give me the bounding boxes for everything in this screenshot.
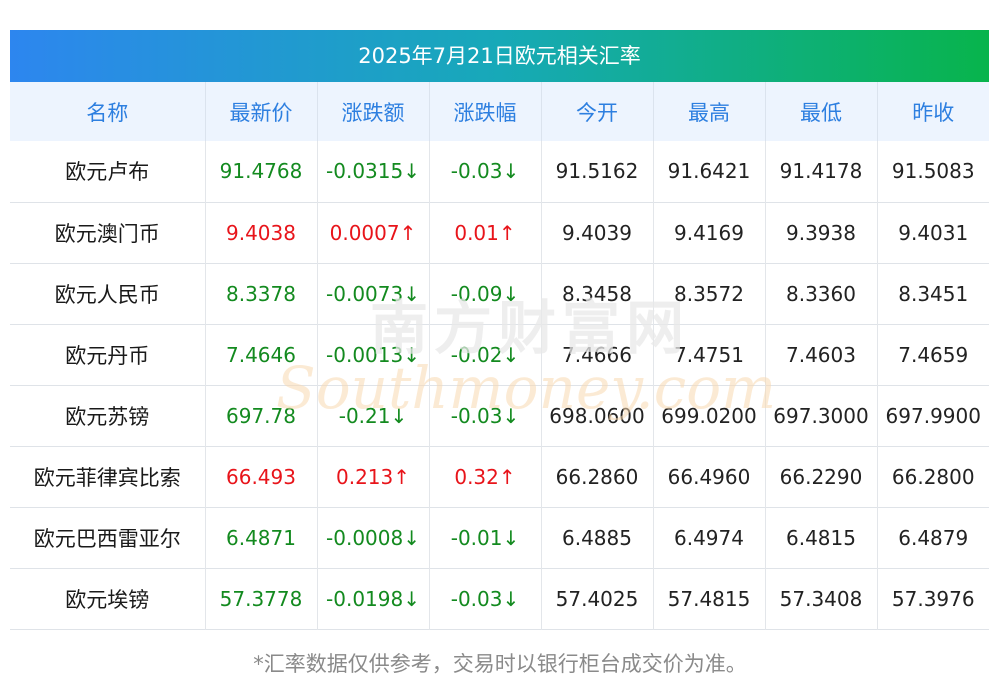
cell-name: 欧元苏镑 (10, 385, 206, 446)
cell-high: 66.4960 (653, 446, 766, 507)
cell-low: 91.4178 (765, 141, 878, 202)
cell-low: 6.4815 (765, 507, 878, 568)
column-header-change-pct: 涨跌幅 (429, 82, 542, 141)
cell-high: 7.4751 (653, 324, 766, 385)
table-row: 欧元巴西雷亚尔 6.4871 -0.0008↓ -0.01↓ 6.4885 6.4974 6… (10, 507, 989, 568)
cell-open: 8.3458 (541, 263, 654, 324)
cell-high: 8.3572 (653, 263, 766, 324)
cell-prev-close: 7.4659 (898, 342, 969, 367)
table-row: 欧元澳门币 9.4038 0.0007↑ 0.01↑ 9.4039 9.4169 9.393… (10, 202, 989, 263)
column-header-name: 名称 (10, 82, 206, 141)
cell-high: 91.6421 (653, 141, 766, 202)
cell-change-pct: -0.02↓ (429, 324, 542, 385)
cell-change-pct: -0.09↓ (429, 263, 542, 324)
cell-name: 欧元巴西雷亚尔 (10, 507, 206, 568)
table-row: 欧元埃镑 57.3778 -0.0198↓ -0.03↓ 57.4025 57.4815 5… (10, 568, 989, 629)
cell-name: 欧元丹币 (10, 324, 206, 385)
cell-low: 8.3360 (765, 263, 878, 324)
cell-high: 699.0200 (653, 385, 766, 446)
column-header-low: 最低 (765, 82, 878, 141)
cell-name: 欧元澳门币 (10, 202, 206, 263)
cell-latest: 66.493 (205, 446, 318, 507)
cell-change: -0.0198↓ (317, 568, 430, 629)
cell-open: 9.4039 (541, 202, 654, 263)
cell-change: -0.21↓ (317, 385, 430, 446)
cell-change-pct: 0.32↑ (429, 446, 542, 507)
column-header-prev-close: 昨收 (912, 100, 955, 125)
cell-low: 66.2290 (765, 446, 878, 507)
column-header-change: 涨跌额 (317, 82, 430, 141)
cell-prev-close: 57.3976 (891, 586, 975, 611)
cell-change: 0.0007↑ (317, 202, 430, 263)
cell-name: 欧元菲律宾比索 (10, 446, 206, 507)
cell-change: -0.0073↓ (317, 263, 430, 324)
cell-latest: 697.78 (205, 385, 318, 446)
cell-high: 6.4974 (653, 507, 766, 568)
cell-open: 57.4025 (541, 568, 654, 629)
column-header-open: 今开 (541, 82, 654, 141)
cell-name: 欧元埃镑 (10, 568, 206, 629)
cell-prev-close: 8.3451 (898, 281, 969, 306)
cell-name: 欧元卢布 (10, 141, 206, 202)
cell-prev-close: 9.4031 (898, 220, 969, 245)
cell-open: 6.4885 (541, 507, 654, 568)
table-row: 欧元苏镑 697.78 -0.21↓ -0.03↓ 698.0600 699.0200 69… (10, 385, 989, 446)
cell-latest: 8.3378 (205, 263, 318, 324)
table-row: 欧元人民币 8.3378 -0.0073↓ -0.09↓ 8.3458 8.3572 8.3… (10, 263, 989, 324)
cell-change-pct: -0.03↓ (429, 141, 542, 202)
cell-open: 7.4666 (541, 324, 654, 385)
cell-change: -0.0013↓ (317, 324, 430, 385)
cell-prev-close: 66.2800 (891, 464, 975, 489)
cell-low: 9.3938 (765, 202, 878, 263)
column-header-latest: 最新价 (205, 82, 318, 141)
cell-change-pct: 0.01↑ (429, 202, 542, 263)
cell-latest: 91.4768 (205, 141, 318, 202)
cell-open: 91.5162 (541, 141, 654, 202)
cell-change: -0.0008↓ (317, 507, 430, 568)
cell-open: 66.2860 (541, 446, 654, 507)
cell-prev-close: 91.5083 (891, 159, 975, 184)
table-row: 欧元菲律宾比索 66.493 0.213↑ 0.32↑ 66.2860 66.4960 66… (10, 446, 989, 507)
cell-latest: 9.4038 (205, 202, 318, 263)
cell-change-pct: -0.03↓ (429, 568, 542, 629)
table-body: 欧元卢布 91.4768 -0.0315↓ -0.03↓ 91.5162 91.6421 9… (10, 141, 989, 629)
cell-latest: 57.3778 (205, 568, 318, 629)
cell-low: 7.4603 (765, 324, 878, 385)
footnote: *汇率数据仅供参考，交易时以银行柜台成交价为准。 (253, 652, 747, 676)
cell-change: 0.213↑ (317, 446, 430, 507)
rate-table-container: 2025年7月21日欧元相关汇率 名称 最新价 涨跌额 涨跌幅 今开 最高 最低… (10, 30, 989, 630)
exchange-rate-table: 名称 最新价 涨跌额 涨跌幅 今开 最高 最低 昨收 欧元卢布 91.4768 -0… (10, 82, 989, 630)
cell-latest: 6.4871 (205, 507, 318, 568)
table-header-row: 名称 最新价 涨跌额 涨跌幅 今开 最高 最低 昨收 (10, 82, 989, 141)
cell-change-pct: -0.01↓ (429, 507, 542, 568)
table-row: 欧元卢布 91.4768 -0.0315↓ -0.03↓ 91.5162 91.6421 9… (10, 141, 989, 202)
column-header-high: 最高 (653, 82, 766, 141)
cell-prev-close: 6.4879 (898, 525, 969, 550)
cell-open: 698.0600 (541, 385, 654, 446)
cell-high: 9.4169 (653, 202, 766, 263)
table-title: 2025年7月21日欧元相关汇率 (10, 30, 989, 82)
cell-latest: 7.4646 (205, 324, 318, 385)
table-row: 欧元丹币 7.4646 -0.0013↓ -0.02↓ 7.4666 7.4751 7.46… (10, 324, 989, 385)
cell-low: 57.3408 (765, 568, 878, 629)
cell-high: 57.4815 (653, 568, 766, 629)
cell-change-pct: -0.03↓ (429, 385, 542, 446)
cell-low: 697.3000 (765, 385, 878, 446)
cell-change: -0.0315↓ (317, 141, 430, 202)
cell-name: 欧元人民币 (10, 263, 206, 324)
cell-prev-close: 697.9900 (885, 403, 981, 428)
